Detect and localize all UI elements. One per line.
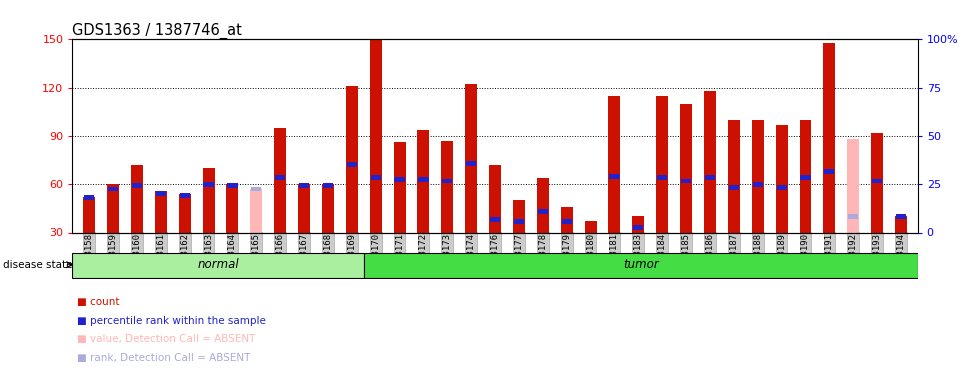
Text: ■ value, Detection Call = ABSENT: ■ value, Detection Call = ABSENT <box>77 334 256 344</box>
Bar <box>72 253 364 278</box>
Bar <box>364 253 918 278</box>
Bar <box>634 225 643 230</box>
Bar <box>657 176 668 180</box>
Bar <box>537 178 549 232</box>
Bar <box>560 207 573 232</box>
Bar <box>418 177 429 182</box>
Bar <box>823 43 836 232</box>
Bar <box>610 174 619 178</box>
Bar <box>227 183 238 188</box>
Bar <box>514 219 524 224</box>
Text: tumor: tumor <box>623 258 659 271</box>
Bar <box>393 142 406 232</box>
Bar <box>824 169 835 174</box>
Bar <box>371 176 381 180</box>
Bar <box>728 185 739 190</box>
Bar <box>204 182 213 187</box>
Bar <box>848 214 859 219</box>
Bar <box>298 184 310 232</box>
Bar <box>83 197 95 232</box>
Bar <box>847 139 859 232</box>
Bar <box>251 187 262 192</box>
Bar <box>895 214 906 219</box>
Bar <box>776 124 787 232</box>
Bar <box>250 189 263 232</box>
Bar <box>777 185 786 190</box>
Bar <box>490 217 500 222</box>
Bar <box>322 184 334 232</box>
Bar <box>656 96 668 232</box>
Bar <box>871 133 883 232</box>
Bar <box>226 184 239 232</box>
Bar <box>753 182 763 187</box>
Bar <box>108 187 118 192</box>
Text: ■ count: ■ count <box>77 297 120 307</box>
Bar <box>609 96 620 232</box>
Bar <box>584 221 597 232</box>
Bar <box>752 120 764 232</box>
Bar <box>370 39 382 232</box>
Bar <box>323 183 333 188</box>
Bar <box>84 195 95 200</box>
Text: normal: normal <box>197 258 239 271</box>
Bar <box>394 177 405 182</box>
Bar <box>704 91 716 232</box>
Bar <box>466 84 477 232</box>
Bar <box>872 178 882 183</box>
Bar <box>633 216 644 232</box>
Bar <box>561 219 572 224</box>
Bar <box>585 243 596 248</box>
Bar <box>347 162 356 167</box>
Text: ■ percentile rank within the sample: ■ percentile rank within the sample <box>77 316 267 326</box>
Bar <box>467 161 476 166</box>
Bar <box>179 194 190 232</box>
Bar <box>801 176 810 180</box>
Bar <box>513 200 525 232</box>
Bar <box>275 176 285 180</box>
Bar <box>131 165 143 232</box>
Bar <box>442 178 452 183</box>
Bar <box>441 141 453 232</box>
Bar <box>180 193 189 198</box>
Text: GDS1363 / 1387746_at: GDS1363 / 1387746_at <box>72 23 242 39</box>
Bar <box>727 120 740 232</box>
Bar <box>131 183 142 188</box>
Bar <box>274 128 286 232</box>
Bar <box>489 165 501 232</box>
Bar <box>417 129 430 232</box>
Text: disease state: disease state <box>3 261 72 270</box>
Bar <box>800 120 811 232</box>
Bar <box>203 168 214 232</box>
Bar <box>155 190 167 232</box>
Bar <box>680 104 692 232</box>
Text: ■ rank, Detection Call = ABSENT: ■ rank, Detection Call = ABSENT <box>77 353 250 363</box>
Bar <box>156 192 166 196</box>
Bar <box>538 209 548 214</box>
Bar <box>895 216 907 232</box>
Bar <box>705 176 715 180</box>
Bar <box>681 178 691 183</box>
Bar <box>299 183 309 188</box>
Bar <box>346 86 357 232</box>
Bar <box>107 184 119 232</box>
